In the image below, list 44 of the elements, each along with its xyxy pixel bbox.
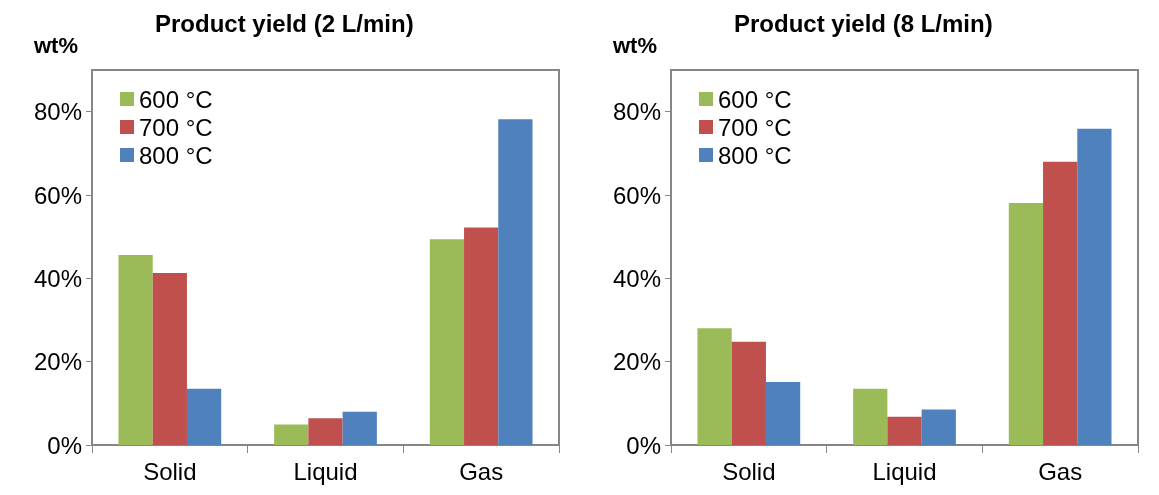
y-tick-label: 80% <box>33 98 82 126</box>
y-tick-label: 60% <box>33 181 82 209</box>
bar <box>1008 202 1044 445</box>
legend-label: 800 °C <box>718 141 792 169</box>
legend-label: 600 °C <box>139 85 213 113</box>
chart-title: Product yield (8 L/min) <box>734 9 993 37</box>
legend-label: 600 °C <box>718 85 792 113</box>
y-tick-label: 0% <box>626 431 661 459</box>
bar <box>1043 161 1078 445</box>
bar <box>342 411 377 445</box>
bar <box>118 255 153 445</box>
legend-label: 700 °C <box>718 113 792 141</box>
x-tick-label: Liquid <box>872 457 937 485</box>
chart-title: Product yield (2 L/min) <box>155 9 414 37</box>
legend-label: 800 °C <box>139 141 213 169</box>
x-tick-label: Gas <box>1038 457 1083 485</box>
x-tick-label: Gas <box>459 457 504 485</box>
y-tick-label: 40% <box>33 264 82 292</box>
bar <box>697 328 732 445</box>
bar <box>274 424 309 445</box>
bar <box>498 119 533 445</box>
bar <box>308 418 343 445</box>
bar <box>152 272 187 445</box>
x-tick-label: Solid <box>143 457 197 485</box>
y-tick-label: 20% <box>33 348 82 376</box>
y-axis-title: wt% <box>33 32 78 58</box>
legend-label: 700 °C <box>139 113 213 141</box>
y-tick-label: 40% <box>612 264 661 292</box>
bar <box>429 239 465 445</box>
y-axis-title: wt% <box>612 32 657 58</box>
x-tick-label: Solid <box>722 457 776 485</box>
bar <box>186 388 222 445</box>
bar <box>921 409 956 445</box>
bar <box>1077 128 1112 445</box>
bar <box>464 227 499 445</box>
bar <box>853 388 888 445</box>
x-tick-label: Liquid <box>293 457 358 485</box>
bar <box>887 416 922 445</box>
bar <box>765 382 801 445</box>
y-tick-label: 0% <box>47 431 82 459</box>
y-tick-label: 60% <box>612 181 661 209</box>
y-tick-label: 80% <box>612 98 661 126</box>
y-tick-label: 20% <box>612 348 661 376</box>
bar <box>731 341 766 445</box>
